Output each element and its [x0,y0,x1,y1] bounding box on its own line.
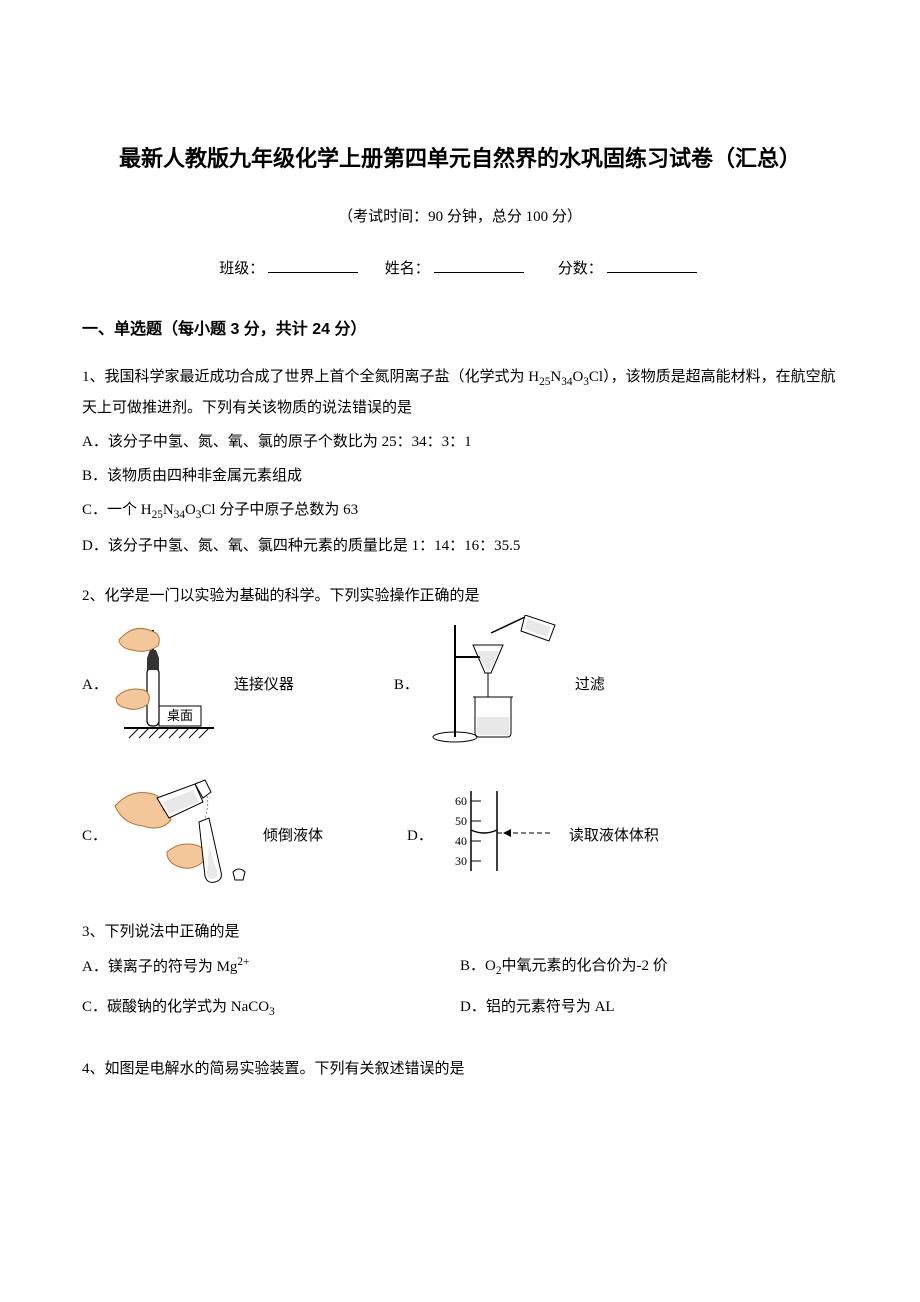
q2a-figure: 桌面 [114,620,224,751]
q3c-text: C．碳酸钠的化学式为 NaCO [82,999,269,1015]
q2d-figure: 60 50 40 30 [439,786,559,887]
svg-text:60: 60 [455,794,467,808]
q1-stem: 1、我国科学家最近成功合成了世界上首个全氮阴离子盐（化学式为 H25N34O3C… [82,362,838,424]
q4-stem: 4、如图是电解水的简易实验装置。下列有关叙述错误的是 [82,1054,838,1084]
q1c-sub: 34 [174,509,185,521]
q3c-sub: 3 [269,1006,275,1018]
q3-stem: 3、下列说法中正确的是 [82,917,838,947]
q2d-letter: D． [407,821,433,851]
q1-sub: 34 [561,376,572,388]
q1-option-b: B．该物质由四种非金属元素组成 [82,461,838,491]
q2b-letter: B． [394,670,419,700]
question-4: 4、如图是电解水的简易实验装置。下列有关叙述错误的是 [82,1054,838,1084]
svg-text:30: 30 [455,854,467,868]
score-label: 分数： [558,261,603,277]
q2a-label: 连接仪器 [234,670,294,700]
q1-stem-text: O [572,369,583,385]
q3b-text: B．O [460,958,496,974]
svg-text:50: 50 [455,814,467,828]
question-3: 3、下列说法中正确的是 A．镁离子的符号为 Mg2+ B．O2中氧元素的化合价为… [82,917,838,1034]
score-blank [607,258,697,273]
q1c-text: C．一个 H [82,502,152,518]
q1-stem-text: 1、我国科学家最近成功合成了世界上首个全氮阴离子盐（化学式为 H [82,369,539,385]
name-blank [434,258,524,273]
exam-info: （考试时间：90 分钟，总分 100 分） [82,205,838,231]
q3a-text: A．镁离子的符号为 Mg [82,959,237,975]
q2a-letter: A． [82,670,108,700]
q1c-text: Cl 分子中原子总数为 63 [201,502,358,518]
q2b-figure [425,615,565,756]
class-blank [268,258,358,273]
q1c-sub: 25 [152,509,163,521]
q2-option-a: A． 桌面 [82,620,294,751]
q2d-label: 读取液体体积 [569,821,659,851]
q3-option-c: C．碳酸钠的化学式为 NaCO3 [82,992,460,1034]
q3-option-b: B．O2中氧元素的化合价为-2 价 [460,951,838,993]
q1-option-d: D．该分子中氢、氮、氧、氯四种元素的质量比是 1：14：16：35.5 [82,531,838,561]
q2-option-d: D． 60 50 40 30 [407,786,659,887]
q2-option-b: B． [394,615,605,756]
q3-option-a: A．镁离子的符号为 Mg2+ [82,951,460,993]
question-2: 2、化学是一门以实验为基础的科学。下列实验操作正确的是 A． [82,581,838,897]
q2-option-c: C． [82,776,323,897]
q1-option-c: C．一个 H25N34O3Cl 分子中原子总数为 63 [82,495,838,527]
svg-text:40: 40 [455,834,467,848]
q3a-sup: 2+ [237,956,249,968]
q1-sub: 25 [539,376,550,388]
q3b-text: 中氧元素的化合价为-2 价 [501,958,667,974]
q1c-text: O [185,502,196,518]
fill-line: 班级： 姓名： 分数： [82,257,838,283]
q1c-text: N [163,502,174,518]
question-1: 1、我国科学家最近成功合成了世界上首个全氮阴离子盐（化学式为 H25N34O3C… [82,362,838,561]
q2-stem: 2、化学是一门以实验为基础的科学。下列实验操作正确的是 [82,581,838,611]
section-1-header: 一、单选题（每小题 3 分，共计 24 分） [82,316,838,343]
name-label: 姓名： [385,261,430,277]
q2b-label: 过滤 [575,670,605,700]
q2-row-1: A． 桌面 [82,615,838,756]
q2c-figure [113,776,253,897]
q2-row-2: C． [82,776,838,897]
document-title: 最新人教版九年级化学上册第四单元自然界的水巩固练习试卷（汇总） [82,140,838,177]
q1-option-a: A．该分子中氢、氮、氧、氯的原子个数比为 25：34：3：1 [82,427,838,457]
q3-option-d: D．铝的元素符号为 AL [460,992,838,1034]
class-label: 班级： [219,261,264,277]
q2c-label: 倾倒液体 [263,821,323,851]
svg-text:桌面: 桌面 [167,708,193,723]
q2c-letter: C． [82,821,107,851]
q1-stem-text: N [550,369,561,385]
